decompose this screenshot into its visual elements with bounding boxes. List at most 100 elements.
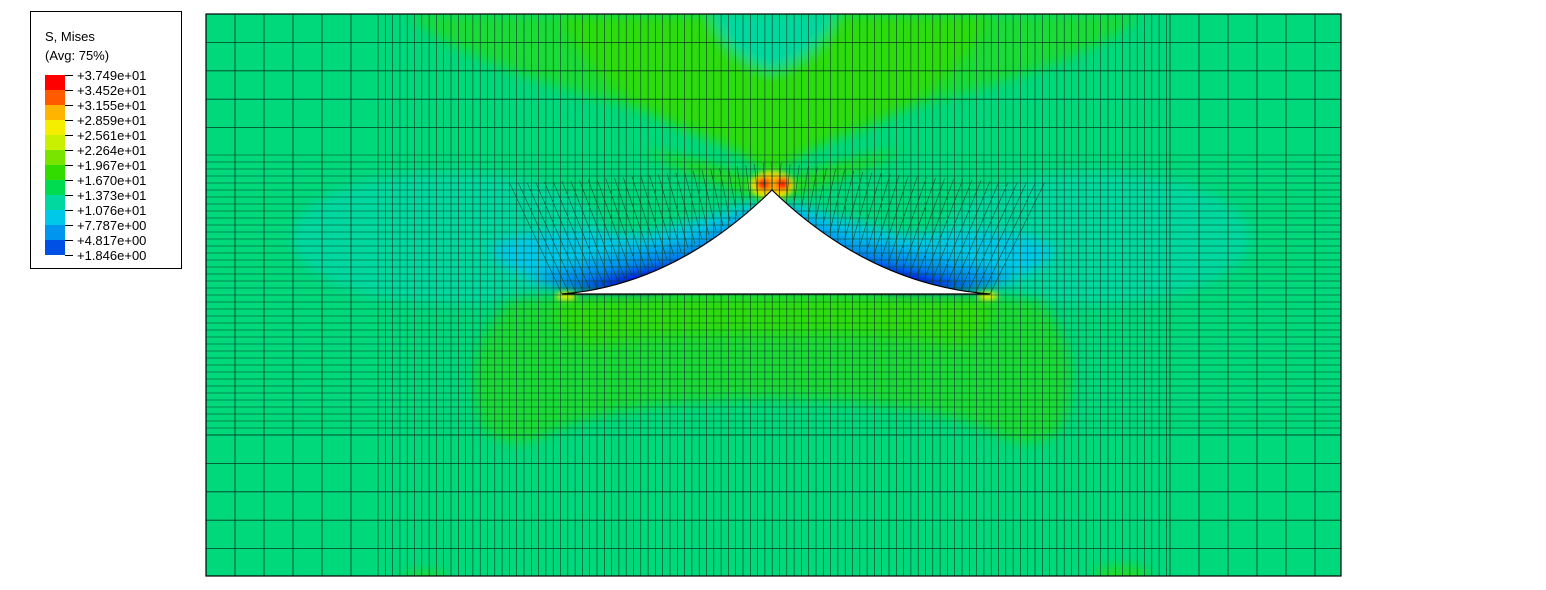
mesh-line: [649, 175, 675, 257]
legend-level: +7.787e+00: [61, 218, 201, 233]
legend-swatch: [45, 210, 65, 225]
mesh-line: [763, 163, 766, 196]
legend-swatch: [45, 75, 65, 90]
mesh-line: [938, 180, 982, 284]
legend-levels: +3.749e+01 +3.452e+01 +3.155e+01 +2.859e…: [61, 68, 201, 263]
mesh-line: [829, 170, 845, 231]
mesh-line: [800, 166, 809, 212]
mesh-line: [982, 182, 1036, 294]
mesh-line: [640, 175, 668, 260]
mesh-line: [710, 169, 724, 227]
mesh-line: [967, 182, 1018, 292]
mesh-line: [808, 167, 818, 217]
legend-level-label: +1.670e+01: [77, 173, 147, 188]
mesh-line: [526, 182, 577, 293]
mesh-line: [518, 182, 570, 294]
legend-level: +1.373e+01: [61, 188, 201, 203]
legend-level-label: +3.749e+01: [77, 68, 147, 83]
legend-level-label: +2.859e+01: [77, 113, 147, 128]
legend-subtitle: (Avg: 75%): [45, 48, 110, 63]
legend-level: +2.264e+01: [61, 143, 201, 158]
legend-level-label: +1.846e+00: [77, 248, 147, 263]
mesh-line: [873, 175, 900, 257]
legend-level: +1.967e+01: [61, 158, 201, 173]
mesh-line: [975, 182, 1027, 293]
mesh-line: [895, 177, 927, 267]
legend-swatch: [45, 135, 65, 150]
legend-swatch: [45, 105, 65, 120]
legend-level-label: +3.155e+01: [77, 98, 147, 113]
legend-level-label: +3.452e+01: [77, 83, 147, 98]
mesh-line: [880, 175, 909, 260]
mesh-line: [837, 170, 854, 236]
mesh-line: [946, 181, 991, 287]
legend-level-label: +1.967e+01: [77, 158, 147, 173]
legend-swatch: [45, 120, 65, 135]
mesh-line: [658, 174, 682, 253]
mesh-line: [736, 166, 745, 212]
mesh-line: [535, 182, 584, 292]
mesh-line: [728, 167, 738, 217]
mesh-line: [675, 172, 696, 244]
mesh-line: [570, 180, 612, 284]
mesh-line: [693, 170, 710, 236]
legend-color-bar: [45, 75, 65, 255]
legend-level: +1.670e+01: [61, 173, 201, 188]
stress-legend: S, Mises (Avg: 75%) +3.749e+01 +3.452e+0…: [30, 11, 182, 269]
legend-level-label: +7.787e+00: [77, 218, 147, 233]
legend-level: +3.452e+01: [61, 83, 201, 98]
mesh-line: [588, 179, 626, 279]
mesh-line: [931, 180, 973, 282]
mesh-line: [858, 173, 882, 249]
legend-level-label: +1.373e+01: [77, 188, 147, 203]
stress-contour-field: [206, 14, 1341, 576]
legend-title: S, Mises: [45, 29, 95, 44]
legend-swatch: [45, 225, 65, 240]
legend-level: +3.749e+01: [61, 68, 201, 83]
mesh-line: [745, 165, 752, 207]
mesh-line: [779, 163, 782, 196]
mesh-line: [596, 179, 633, 277]
mesh-line: [822, 169, 836, 227]
mesh-line: [844, 171, 864, 240]
legend-level-label: +1.076e+01: [77, 203, 147, 218]
mesh-line: [684, 171, 703, 240]
mesh-line: [605, 178, 640, 274]
legend-level: +1.846e+00: [61, 248, 201, 263]
mesh-line: [909, 178, 945, 274]
legend-swatch: [45, 240, 65, 255]
legend-level-label: +4.817e+00: [77, 233, 147, 248]
mesh-line: [579, 180, 619, 282]
legend-level: +2.561e+01: [61, 128, 201, 143]
mesh-line: [953, 181, 1000, 289]
hole-cutout: [561, 189, 991, 295]
legend-swatch: [45, 90, 65, 105]
hole-region-mesh: [509, 162, 1045, 295]
mesh-line: [544, 181, 591, 290]
plate-outline: [205, 13, 1342, 577]
mesh-line: [924, 179, 963, 279]
legend-swatch: [45, 180, 65, 195]
mesh-line: [917, 179, 954, 277]
mesh-line: [719, 168, 731, 222]
legend-swatch: [45, 195, 65, 210]
mesh-line: [631, 176, 661, 264]
mesh-line: [561, 181, 605, 287]
mesh-line: [509, 182, 563, 295]
mesh-line: [793, 165, 800, 207]
mesh-line: [902, 177, 936, 271]
mesh-line: [960, 181, 1009, 290]
mesh-line: [623, 177, 654, 267]
mesh-line: [666, 173, 689, 249]
legend-level-label: +2.264e+01: [77, 143, 147, 158]
mesh-line: [754, 164, 759, 201]
legend-level-label: +2.561e+01: [77, 128, 147, 143]
mesh-line: [786, 164, 791, 201]
mesh-line: [851, 172, 873, 244]
legend-swatch: [45, 165, 65, 180]
mesh-line: [614, 177, 647, 271]
mesh-line: [888, 176, 918, 264]
mesh-line: [866, 174, 891, 253]
